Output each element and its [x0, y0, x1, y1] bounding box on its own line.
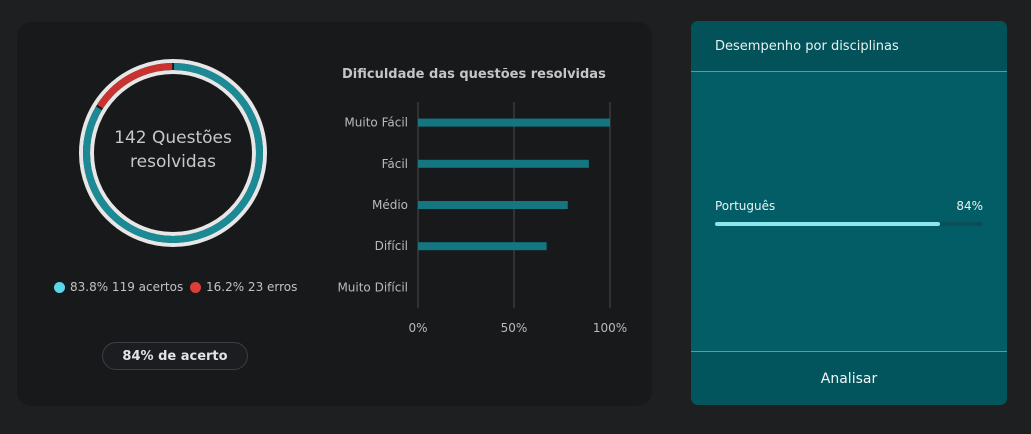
- donut-correct-arc: [83, 63, 263, 243]
- discipline-row: Português 84%: [715, 199, 983, 226]
- category-label: Muito Difícil: [337, 280, 408, 294]
- difficulty-bar: [418, 118, 610, 127]
- discipline-progress-track: [715, 222, 983, 226]
- discipline-name: Português: [715, 199, 776, 213]
- difficulty-bar: [418, 242, 547, 251]
- donut-outer-ring: [79, 59, 267, 247]
- analyze-button[interactable]: Analisar: [691, 351, 1007, 405]
- difficulty-chart-title: Dificuldade das questões resolvidas: [342, 67, 606, 82]
- x-tick-label: 100%: [593, 321, 627, 335]
- correct-wrong-donut: [79, 59, 267, 247]
- difficulty-bar: [418, 159, 589, 168]
- x-tick-label: 0%: [408, 321, 427, 335]
- discipline-progress-fill: [715, 222, 941, 226]
- questions-solved-line: resolvidas: [130, 152, 216, 172]
- legend-wrong: 16.2% 23 erros: [190, 278, 297, 296]
- category-label: Médio: [372, 198, 408, 212]
- difficulty-bar-chart: 0% 50% 100% Muito Fácil Fácil Médio Difícil Mui…: [337, 102, 627, 335]
- questions-count-line: 142 Questões: [114, 128, 232, 148]
- category-label: Fácil: [382, 157, 408, 171]
- discipline-performance-card: Desempenho por disciplinas Português 84%…: [691, 21, 1007, 405]
- category-label: Difícil: [375, 239, 408, 253]
- questions-solved-label: 142 Questões resolvidas: [94, 126, 252, 174]
- category-label: Muito Fácil: [344, 116, 408, 130]
- legend-correct: 83.8% 119 acertos: [54, 278, 183, 296]
- legend-correct-label: 83.8% 119 acertos: [70, 280, 184, 294]
- discipline-card-title: Desempenho por disciplinas: [691, 21, 1007, 72]
- difficulty-bar: [418, 201, 568, 209]
- legend-wrong-label: 16.2% 23 erros: [206, 280, 298, 294]
- accuracy-badge: 84% de acerto: [102, 342, 248, 370]
- wrong-dot-icon: [190, 281, 201, 293]
- donut-inner-ring: [90, 70, 256, 236]
- correct-dot-icon: [54, 281, 65, 293]
- x-tick-label: 50%: [501, 321, 528, 335]
- discipline-percent: 84%: [956, 199, 983, 213]
